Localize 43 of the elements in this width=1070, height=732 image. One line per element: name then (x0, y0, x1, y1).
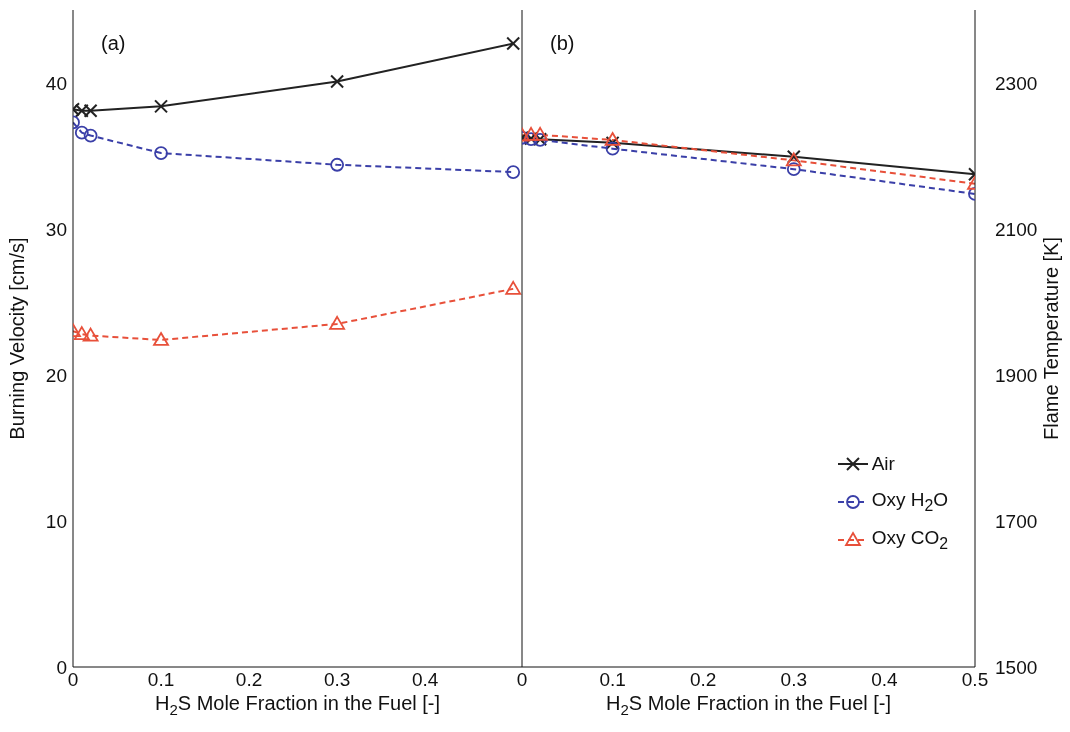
annotation: (a) (101, 32, 126, 55)
point (523, 126, 539, 141)
point (154, 146, 168, 160)
point (604, 132, 621, 146)
point (532, 126, 549, 141)
point (329, 316, 346, 330)
legend-label: Oxy CO$_{2}$ (871, 527, 948, 553)
x-axis-title: H$_{2}$S Mole Fraction in the Fuel [-] (154, 692, 441, 718)
legend-label: Oxy H$_{2}$O (871, 489, 948, 515)
x-tick-label: 0.3 (323, 669, 351, 691)
x-tick-label: 0.4 (871, 669, 899, 691)
y2-tick-label: 2100 (995, 218, 1038, 240)
point (505, 280, 522, 295)
legend-label: Air (871, 453, 895, 475)
point (153, 332, 169, 346)
x-tick-label: 0.1 (147, 669, 175, 691)
x-tick-label: 0 (516, 669, 528, 691)
y-tick-label: 20 (45, 364, 67, 386)
y-tick-label: 30 (45, 218, 67, 240)
x-tick-label: 0.4 (411, 669, 439, 691)
y2-tick-label: 2300 (995, 72, 1038, 94)
y2-axis-title: Flame Temperature [K] (1040, 236, 1062, 441)
x-tick-label: 0.2 (235, 669, 263, 691)
point (605, 141, 620, 156)
y2-tick-label: 1700 (995, 510, 1038, 532)
point (506, 165, 521, 179)
y-tick-label: 40 (45, 72, 67, 94)
annotation: (b) (550, 32, 575, 55)
point (82, 327, 99, 342)
x-tick-label: 0.2 (689, 669, 717, 691)
x-tick-label: 0.1 (599, 669, 626, 691)
y-axis-title: Burning Velocity [cm/s] (6, 237, 28, 440)
point (330, 157, 345, 172)
x-axis-title: H$_{2}$S Mole Fraction in the Fuel [-] (605, 692, 892, 718)
point (786, 162, 801, 177)
y2-tick-label: 1900 (995, 364, 1038, 386)
x-tick-label: 0.3 (780, 669, 808, 691)
x-tick-label: 0.5 (961, 669, 989, 691)
point (73, 326, 90, 341)
y-tick-label: 10 (45, 510, 67, 532)
point (83, 128, 98, 143)
point (74, 125, 89, 140)
y2-tick-label: 1500 (995, 656, 1038, 678)
